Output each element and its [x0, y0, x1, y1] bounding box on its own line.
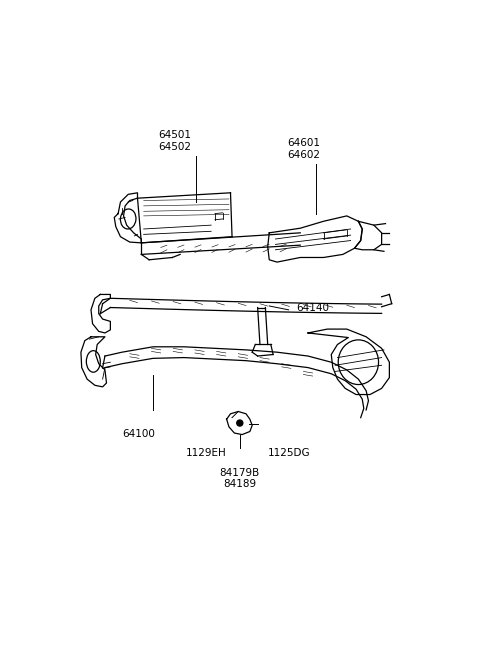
Text: 64601
64602: 64601 64602 [288, 138, 321, 160]
Text: 64501
64502: 64501 64502 [158, 130, 191, 152]
Text: 64140: 64140 [296, 302, 329, 313]
Circle shape [237, 420, 243, 426]
Text: 64100: 64100 [122, 429, 156, 439]
Text: 84179B
84189: 84179B 84189 [220, 468, 260, 489]
Text: 1129EH: 1129EH [185, 449, 226, 459]
Text: 1125DG: 1125DG [268, 449, 311, 459]
